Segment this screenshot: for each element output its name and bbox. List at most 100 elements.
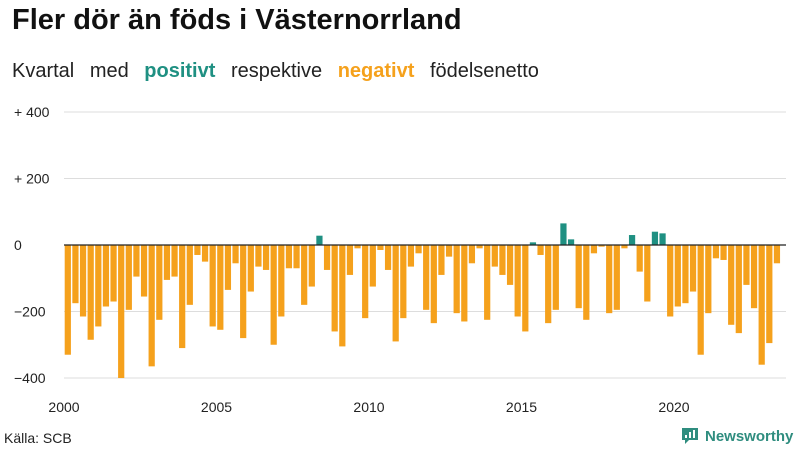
bar bbox=[758, 245, 765, 365]
bar bbox=[118, 245, 125, 378]
bar bbox=[400, 245, 407, 319]
y-tick-label: + 200 bbox=[14, 171, 50, 187]
bar bbox=[301, 245, 308, 305]
bar bbox=[278, 245, 285, 317]
bar bbox=[461, 245, 468, 322]
bar bbox=[392, 245, 399, 342]
brand-name: Newsworthy bbox=[705, 427, 794, 445]
y-tick-label: + 400 bbox=[14, 104, 50, 120]
x-tick-label: 2015 bbox=[506, 399, 537, 415]
bar bbox=[613, 245, 620, 310]
bar bbox=[285, 245, 293, 269]
bar bbox=[697, 245, 704, 355]
bar bbox=[522, 245, 529, 332]
bar bbox=[674, 245, 681, 307]
x-tick-label: 2020 bbox=[658, 399, 689, 415]
bar bbox=[606, 245, 613, 314]
bar bbox=[255, 245, 262, 267]
bar bbox=[415, 245, 422, 254]
bar bbox=[102, 245, 110, 307]
subtitle-positive: positivt bbox=[144, 60, 216, 82]
bar bbox=[453, 245, 460, 314]
x-tick-label: 2010 bbox=[353, 399, 384, 415]
brand-logo: Newsworthy bbox=[680, 426, 793, 446]
bar bbox=[766, 245, 773, 344]
bar bbox=[552, 245, 559, 310]
bar bbox=[293, 245, 300, 269]
source-note: Källa: SCB bbox=[4, 430, 72, 446]
bar bbox=[262, 245, 270, 270]
bar bbox=[232, 245, 239, 264]
bar bbox=[728, 245, 735, 325]
bar bbox=[323, 245, 331, 270]
bar bbox=[750, 245, 758, 309]
bar bbox=[560, 223, 567, 245]
bar bbox=[140, 245, 148, 297]
subtitle-word: födelsenetto bbox=[429, 60, 539, 82]
bar bbox=[491, 245, 498, 267]
bar bbox=[224, 245, 232, 290]
bar bbox=[583, 245, 590, 320]
bar bbox=[377, 245, 384, 250]
bar bbox=[468, 245, 476, 264]
subtitle-word: Kvartal bbox=[12, 60, 75, 82]
bar bbox=[209, 245, 216, 327]
bar bbox=[529, 242, 537, 245]
bar bbox=[476, 245, 483, 249]
bar bbox=[362, 245, 369, 319]
bar bbox=[110, 245, 117, 302]
bar bbox=[171, 245, 178, 277]
bar bbox=[644, 245, 651, 302]
bar bbox=[133, 245, 140, 277]
bar bbox=[705, 245, 712, 314]
bar bbox=[506, 245, 514, 285]
newsworthy-logo-icon bbox=[682, 428, 698, 444]
bar bbox=[659, 233, 666, 245]
bar bbox=[369, 245, 376, 287]
bar bbox=[247, 245, 254, 292]
bar bbox=[712, 245, 720, 259]
bar bbox=[689, 245, 697, 292]
bar bbox=[194, 245, 201, 255]
bar bbox=[240, 245, 247, 339]
bar bbox=[217, 245, 224, 330]
bar bbox=[79, 245, 87, 317]
bar bbox=[163, 245, 171, 280]
bar bbox=[537, 245, 544, 255]
bar bbox=[598, 245, 605, 247]
bar bbox=[64, 245, 71, 355]
bar bbox=[499, 245, 506, 275]
bar bbox=[484, 245, 491, 320]
bar bbox=[339, 245, 346, 347]
bar bbox=[316, 235, 323, 245]
x-tick-label: 2005 bbox=[201, 399, 232, 415]
bar bbox=[407, 245, 415, 267]
bar bbox=[667, 245, 674, 317]
bar bbox=[384, 245, 392, 270]
bar bbox=[87, 245, 94, 340]
y-tick-label: 0 bbox=[14, 237, 22, 253]
bar bbox=[331, 245, 338, 332]
bar bbox=[186, 245, 193, 305]
bar bbox=[628, 235, 636, 245]
bar bbox=[72, 245, 79, 304]
bar bbox=[590, 245, 598, 254]
bar bbox=[95, 245, 102, 327]
subtitle-word: med bbox=[89, 60, 129, 82]
x-tick-label: 2000 bbox=[48, 399, 79, 415]
chart-subtitle: Kvartal med positivt respektive negativt… bbox=[12, 60, 549, 83]
bar bbox=[430, 245, 437, 324]
y-tick-label: −400 bbox=[14, 370, 46, 386]
bar bbox=[567, 239, 575, 245]
bar bbox=[545, 245, 552, 324]
bar bbox=[636, 245, 643, 272]
bar bbox=[682, 245, 689, 304]
chart-title: Fler dör än föds i Västernorrland bbox=[12, 4, 462, 36]
bar bbox=[148, 245, 155, 367]
bar bbox=[179, 245, 186, 349]
bar bbox=[346, 245, 354, 275]
bar bbox=[125, 245, 132, 310]
subtitle-word: respektive bbox=[230, 60, 323, 82]
bar bbox=[735, 245, 742, 334]
